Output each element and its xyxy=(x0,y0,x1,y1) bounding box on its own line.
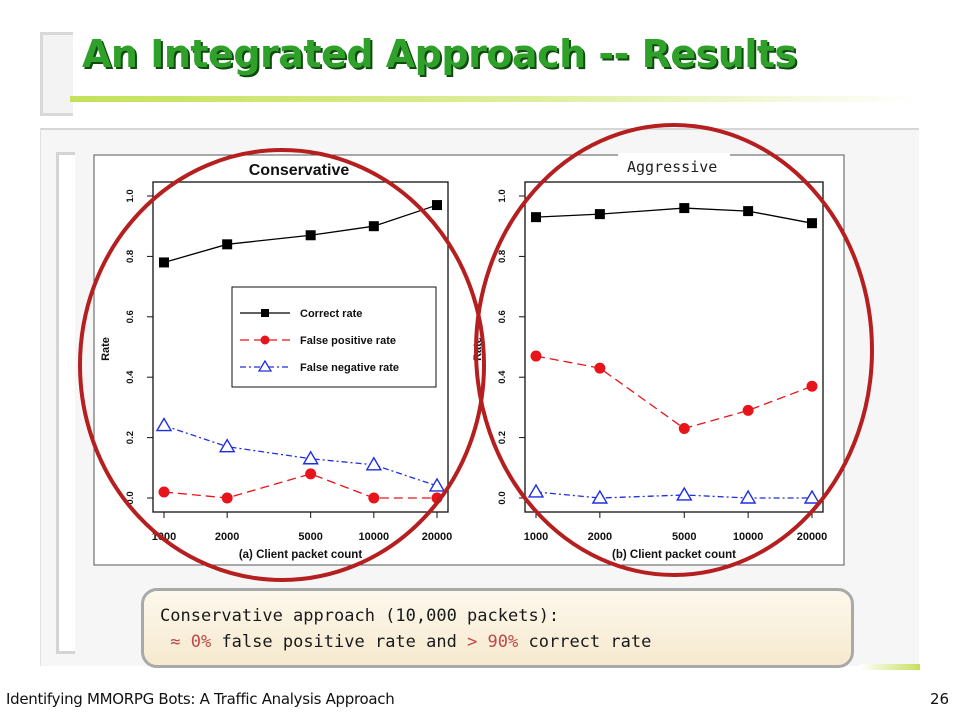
title-bracket-decoration xyxy=(40,32,73,116)
chart-legend: Correct rate False positive rate False neg… xyxy=(231,286,437,388)
bottom-accent-line xyxy=(860,664,920,670)
y-tick-label: 0.2 xyxy=(125,431,136,444)
series-line-false-negative-rate xyxy=(535,491,812,499)
correct-rate-point xyxy=(807,218,817,229)
false-positive-point xyxy=(305,468,317,480)
aggressive-label: Aggressive xyxy=(627,158,717,176)
correct-rate-point xyxy=(743,206,754,217)
plot-area-frame xyxy=(524,181,824,513)
x-axis-label: (b) Client packet count xyxy=(612,549,736,561)
false-negative-point xyxy=(739,489,757,504)
aggressive-label-bg xyxy=(618,153,730,177)
legend-triangle-marker xyxy=(257,359,273,372)
x-tick-label: 20000 xyxy=(797,531,828,543)
legend-label: False positive rate xyxy=(300,335,396,347)
plot-area-frame xyxy=(152,181,449,513)
y-axis-label: Rate xyxy=(100,337,112,361)
callout-fp-value: ≈ 0% xyxy=(170,632,212,652)
x-tick-label: 5000 xyxy=(298,531,322,543)
x-tick-label: 1000 xyxy=(524,531,548,543)
callout-line-2: ≈ 0% false positive rate and > 90% corre… xyxy=(160,629,851,655)
footer-page-number: 26 xyxy=(930,690,950,708)
false-positive-point xyxy=(530,350,542,362)
figure-border xyxy=(93,154,845,566)
false-negative-point xyxy=(218,438,236,453)
conclusion-callout: Conservative approach (10,000 packets): … xyxy=(141,588,854,668)
correct-rate-point xyxy=(159,257,169,268)
false-positive-point xyxy=(221,492,233,504)
false-negative-point xyxy=(591,489,609,504)
correct-rate-point xyxy=(432,200,442,211)
correct-rate-point xyxy=(594,209,605,220)
false-negative-point xyxy=(365,456,383,471)
y-tick-label: 1.0 xyxy=(497,189,508,202)
conservative-label: Conservative xyxy=(249,162,350,179)
y-tick-label: 0.0 xyxy=(125,491,136,504)
false-positive-point xyxy=(368,492,380,504)
correct-rate-point xyxy=(679,203,690,214)
y-tick-label: 0.2 xyxy=(497,431,508,444)
correct-rate-point xyxy=(222,239,233,250)
callout-correct-value: > 90% xyxy=(467,632,519,652)
x-tick-label: 10000 xyxy=(359,531,390,543)
series-line-false-positive-rate xyxy=(163,473,437,499)
chart-panel-2: 0.0 0.2 0.4 0.6 0.8 1.0 1000 2000 5000 10000 20000… xyxy=(472,181,828,561)
content-bracket-decoration xyxy=(56,152,75,654)
correct-rate-point xyxy=(368,221,379,232)
x-tick-label: 5000 xyxy=(672,531,696,543)
false-positive-point xyxy=(806,380,818,392)
callout-text-mid: false positive rate and xyxy=(211,632,468,652)
x-axis-label: (a) Client packet count xyxy=(239,549,362,561)
x-tick-label: 20000 xyxy=(422,531,453,543)
y-tick-label: 0.0 xyxy=(497,491,508,504)
x-tick-label: 2000 xyxy=(215,531,239,543)
y-tick-label: 1.0 xyxy=(125,189,136,202)
correct-rate-point xyxy=(305,230,316,241)
callout-text-end: correct rate xyxy=(518,632,652,652)
false-positive-point xyxy=(742,404,754,416)
legend-label: False negative rate xyxy=(300,362,399,374)
y-tick-label: 0.6 xyxy=(125,310,136,323)
false-negative-point xyxy=(302,450,319,465)
legend-circle-marker xyxy=(260,335,270,345)
legend-square-marker xyxy=(261,309,269,317)
false-negative-point xyxy=(676,486,693,501)
false-negative-point xyxy=(428,477,446,492)
footer-presentation-title: Identifying MMORPG Bots: A Traffic Analy… xyxy=(6,690,395,708)
y-tick-label: 0.4 xyxy=(497,370,508,384)
x-tick-label: 10000 xyxy=(733,531,764,543)
y-tick-label: 0.4 xyxy=(125,370,136,384)
slide-title: An Integrated Approach -- Results xyxy=(82,32,797,76)
y-tick-label: 0.6 xyxy=(497,310,508,323)
false-positive-point xyxy=(594,362,606,374)
false-positive-point xyxy=(678,423,690,435)
false-negative-point xyxy=(155,417,173,432)
false-positive-point xyxy=(158,486,170,498)
false-negative-point xyxy=(527,483,545,498)
y-tick-label: 0.8 xyxy=(125,250,136,263)
title-underline xyxy=(70,96,920,102)
conservative-highlight-ellipse xyxy=(78,148,486,582)
legend-label: Correct rate xyxy=(300,308,362,320)
aggressive-highlight-ellipse xyxy=(474,123,874,577)
callout-line-1: Conservative approach (10,000 packets): xyxy=(160,606,560,626)
y-tick-label: 0.8 xyxy=(497,250,508,263)
x-tick-label: 2000 xyxy=(588,531,612,543)
correct-rate-point xyxy=(531,212,541,223)
false-negative-point xyxy=(803,489,821,504)
